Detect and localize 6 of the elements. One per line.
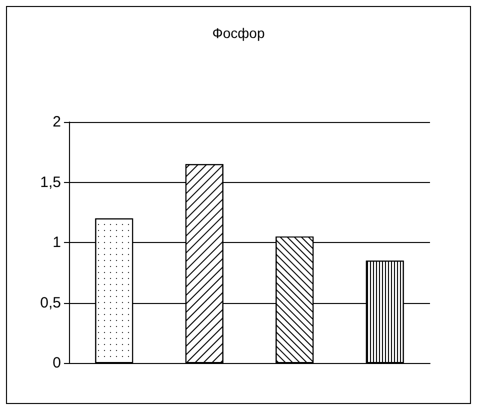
y-tick-label: 0 xyxy=(52,354,61,372)
y-tick-label: 2 xyxy=(52,114,61,130)
y-tick-label: 1,5 xyxy=(40,174,61,191)
y-tick-label: 0,5 xyxy=(40,294,61,312)
y-tick-label: 1 xyxy=(52,234,61,251)
chart-title: Фосфор xyxy=(212,25,265,41)
